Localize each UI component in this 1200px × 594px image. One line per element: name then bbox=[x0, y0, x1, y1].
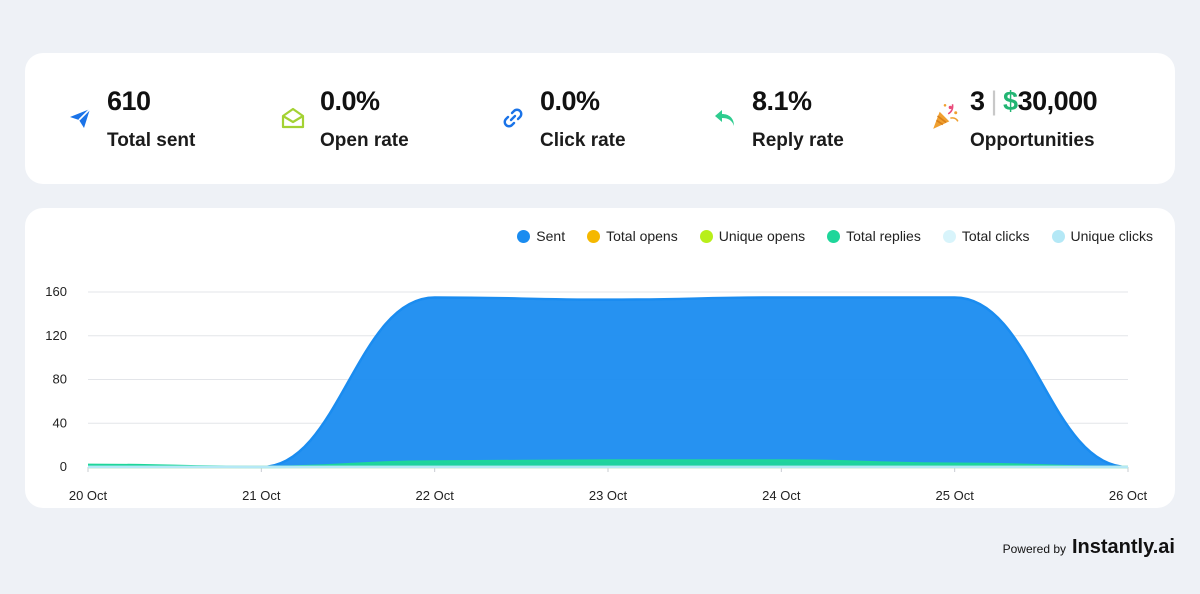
stat-value: 610 bbox=[107, 86, 151, 116]
stat-label: Opportunities bbox=[970, 130, 1095, 151]
stat-value: 8.1% bbox=[752, 86, 812, 116]
legend-dot bbox=[1051, 229, 1065, 243]
x-tick-label: 22 Oct bbox=[416, 488, 455, 503]
stat-value: 0.0% bbox=[540, 86, 600, 116]
chart-legend: Sent Total opens Unique opens Total repl… bbox=[517, 228, 1153, 244]
value-divider: | bbox=[990, 86, 998, 116]
activity-chart: 0 40 80 120 160 20 Oct 21 Oct 22 Oct 23 Oct 24 Oc… bbox=[45, 284, 1148, 503]
opportunities-amount: 30,000 bbox=[1017, 86, 1098, 116]
x-tick-label: 21 Oct bbox=[242, 488, 281, 503]
chart-card: Sent Total opens Unique opens Total repl… bbox=[25, 208, 1175, 508]
legend-label: Total opens bbox=[606, 228, 678, 244]
series-sent-area bbox=[88, 297, 1128, 467]
x-tick-label: 20 Oct bbox=[69, 488, 108, 503]
legend-dot bbox=[942, 229, 956, 243]
powered-by: Powered by Instantly.ai bbox=[1003, 536, 1175, 559]
link-icon bbox=[503, 108, 523, 128]
legend-dot bbox=[517, 229, 531, 243]
stat-opportunities: 3 | $30,000 Opportunities bbox=[930, 53, 1160, 184]
legend-label: Total replies bbox=[846, 228, 921, 244]
opportunities-count: 3 bbox=[970, 86, 985, 116]
legend-label: Unique clicks bbox=[1070, 228, 1153, 244]
stat-label: Click rate bbox=[540, 130, 626, 151]
stat-value: 0.0% bbox=[320, 86, 380, 116]
legend-item-total-opens[interactable]: Total opens bbox=[587, 228, 678, 244]
legend-label: Unique opens bbox=[718, 228, 806, 244]
x-tick-label: 25 Oct bbox=[936, 488, 975, 503]
y-tick-label: 120 bbox=[45, 328, 67, 343]
legend-item-unique-opens[interactable]: Unique opens bbox=[699, 228, 806, 244]
legend-dot bbox=[587, 229, 601, 243]
stat-opportunities-value: 3 | $30,000 bbox=[970, 86, 1098, 117]
party-popper-icon bbox=[933, 104, 959, 129]
x-tick-label: 26 Oct bbox=[1109, 488, 1148, 503]
y-tick-label: 40 bbox=[53, 415, 67, 430]
x-tick-label: 23 Oct bbox=[589, 488, 628, 503]
legend-item-total-replies[interactable]: Total replies bbox=[827, 228, 921, 244]
stat-label: Total sent bbox=[107, 130, 196, 151]
open-envelope-icon bbox=[281, 107, 305, 129]
send-icon bbox=[70, 108, 91, 128]
reply-icon bbox=[715, 110, 734, 126]
stat-total-sent: 610 Total sent bbox=[67, 53, 267, 184]
currency-symbol: $ bbox=[1003, 86, 1018, 116]
legend-dot bbox=[827, 229, 841, 243]
stat-label: Reply rate bbox=[752, 130, 844, 151]
y-tick-label: 80 bbox=[53, 372, 67, 387]
legend-item-sent[interactable]: Sent bbox=[517, 228, 565, 244]
powered-by-text: Powered by bbox=[1002, 542, 1066, 556]
legend-label: Sent bbox=[536, 228, 566, 244]
stat-reply-rate: 8.1% Reply rate bbox=[712, 53, 912, 184]
stat-click-rate: 0.0% Click rate bbox=[500, 53, 700, 184]
legend-label: Total clicks bbox=[961, 228, 1030, 244]
brand-logo: Instantly.ai bbox=[1072, 536, 1175, 558]
stat-open-rate: 0.0% Open rate bbox=[280, 53, 480, 184]
stats-card: 610 Total sent 0.0% Open rate 0.0% Click… bbox=[25, 53, 1175, 184]
y-tick-label: 160 bbox=[45, 284, 67, 299]
legend-item-total-clicks[interactable]: Total clicks bbox=[942, 228, 1030, 244]
y-tick-label: 0 bbox=[60, 459, 67, 474]
legend-item-unique-clicks[interactable]: Unique clicks bbox=[1051, 228, 1153, 244]
legend-dot bbox=[699, 229, 713, 243]
x-tick-label: 24 Oct bbox=[762, 488, 801, 503]
stat-label: Open rate bbox=[320, 130, 409, 151]
